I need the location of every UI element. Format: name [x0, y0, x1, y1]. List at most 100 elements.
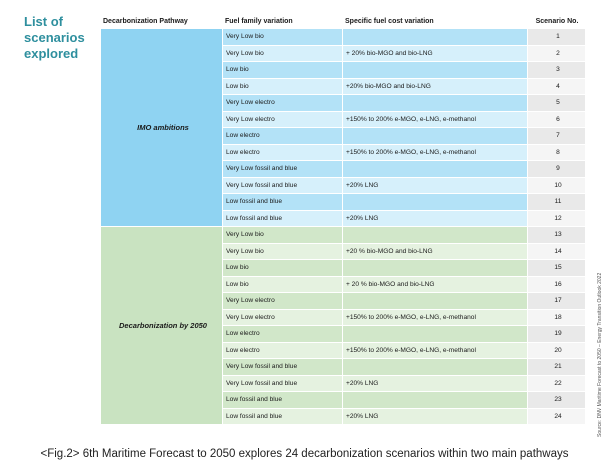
scenario-number-cell: 2: [528, 45, 586, 62]
scenario-number-cell: 22: [528, 375, 586, 392]
scenario-number-cell: 10: [528, 177, 586, 194]
pathway-cell: Decarbonization by 2050: [101, 227, 223, 425]
cost-cell: +150% to 200% e-MGO, e-LNG, e-methanol: [343, 342, 528, 359]
cost-cell: [343, 194, 528, 211]
table-row: Very Low electro 17: [101, 293, 586, 310]
table-row: Very Low fossil and blue +20% LNG 10: [101, 177, 586, 194]
fuel-cell: Very Low bio: [223, 227, 343, 244]
cost-cell: [343, 260, 528, 277]
scenario-number-cell: 9: [528, 161, 586, 178]
cost-cell: +150% to 200% e-MGO, e-LNG, e-methanol: [343, 111, 528, 128]
cost-cell: +20% LNG: [343, 210, 528, 227]
scenario-number-cell: 16: [528, 276, 586, 293]
cost-cell: [343, 29, 528, 46]
fuel-cell: Low fossil and blue: [223, 194, 343, 211]
scenario-number-cell: 3: [528, 62, 586, 79]
scenario-number-cell: 12: [528, 210, 586, 227]
scenario-number-cell: 15: [528, 260, 586, 277]
fuel-cell: Low bio: [223, 62, 343, 79]
table-row: Very Low bio + 20% bio-MGO and bio-LNG 2: [101, 45, 586, 62]
table-row: Low bio + 20 % bio-MGO and bio-LNG 16: [101, 276, 586, 293]
fuel-cell: Low bio: [223, 276, 343, 293]
cost-cell: [343, 392, 528, 409]
table-row: Low electro +150% to 200% e-MGO, e-LNG, e…: [101, 144, 586, 161]
header-scenario-no: Scenario No.: [535, 17, 579, 25]
table-row: Low electro 19: [101, 326, 586, 343]
table-row: Low bio 15: [101, 260, 586, 277]
fuel-cell: Low fossil and blue: [223, 408, 343, 425]
scenario-number-cell: 5: [528, 95, 586, 112]
scenario-number-cell: 1: [528, 29, 586, 46]
table-row: Low electro +150% to 200% e-MGO, e-LNG, e…: [101, 342, 586, 359]
cost-cell: +20% LNG: [343, 177, 528, 194]
scenario-number-cell: 23: [528, 392, 586, 409]
fuel-cell: Low electro: [223, 128, 343, 145]
fuel-cell: Low fossil and blue: [223, 210, 343, 227]
scenario-number-cell: 19: [528, 326, 586, 343]
table-row: Low fossil and blue +20% LNG 12: [101, 210, 586, 227]
scenario-number-cell: 13: [528, 227, 586, 244]
cost-cell: +20% bio-MGO and bio-LNG: [343, 78, 528, 95]
cost-cell: [343, 128, 528, 145]
cost-cell: [343, 326, 528, 343]
table-row: IMO ambitions Very Low bio 1: [101, 29, 586, 227]
side-title-line-1: List of: [24, 14, 63, 29]
header-fuel: Fuel family variation: [225, 17, 293, 25]
fuel-cell: Very Low electro: [223, 111, 343, 128]
cost-cell: [343, 359, 528, 376]
table-body: IMO ambitions Very Low bio 1 Very Low bio + …: [101, 29, 586, 425]
scenario-number-cell: 17: [528, 293, 586, 310]
table-row: Low fossil and blue +20% LNG 24: [101, 408, 586, 425]
side-title-line-3: explored: [24, 46, 79, 61]
scenario-number-cell: 7: [528, 128, 586, 145]
table-row: Low bio +20% bio-MGO and bio-LNG 4: [101, 78, 586, 95]
fuel-cell: Very Low electro: [223, 309, 343, 326]
fuel-cell: Low electro: [223, 342, 343, 359]
fuel-cell: Very Low bio: [223, 243, 343, 260]
cost-cell: +150% to 200% e-MGO, e-LNG, e-methanol: [343, 309, 528, 326]
fuel-cell: Low fossil and blue: [223, 392, 343, 409]
source-note: Source: DNV Maritime Forecast to 2050 – …: [597, 272, 603, 437]
fuel-cell: Very Low bio: [223, 29, 343, 46]
figure-caption: <Fig.2> 6th Maritime Forecast to 2050 ex…: [40, 448, 569, 460]
fuel-cell: Low electro: [223, 144, 343, 161]
fuel-cell: Low bio: [223, 260, 343, 277]
fuel-cell: Very Low fossil and blue: [223, 177, 343, 194]
table-row: Low fossil and blue 23: [101, 392, 586, 409]
side-title: List of scenarios explored: [24, 14, 104, 62]
cost-cell: [343, 161, 528, 178]
cost-cell: +20 % bio-MGO and bio-LNG: [343, 243, 528, 260]
cost-cell: [343, 62, 528, 79]
fuel-cell: Very Low fossil and blue: [223, 359, 343, 376]
fuel-cell: Very Low bio: [223, 45, 343, 62]
cost-cell: [343, 95, 528, 112]
cost-cell: + 20% bio-MGO and bio-LNG: [343, 45, 528, 62]
fuel-cell: Very Low fossil and blue: [223, 375, 343, 392]
scenario-number-cell: 11: [528, 194, 586, 211]
table-row: Low bio 3: [101, 62, 586, 79]
table-row: Very Low fossil and blue 9: [101, 161, 586, 178]
table-row: Very Low electro +150% to 200% e-MGO, e-L…: [101, 111, 586, 128]
scenario-number-cell: 4: [528, 78, 586, 95]
table-row: Very Low electro +150% to 200% e-MGO, e-L…: [101, 309, 586, 326]
cost-cell: +20% LNG: [343, 408, 528, 425]
scenario-number-cell: 18: [528, 309, 586, 326]
scenario-number-cell: 20: [528, 342, 586, 359]
table-row: Decarbonization by 2050 Very Low bio 13: [101, 227, 586, 425]
table-row: Low fossil and blue 11: [101, 194, 586, 211]
fuel-cell: Low electro: [223, 326, 343, 343]
cost-cell: + 20 % bio-MGO and bio-LNG: [343, 276, 528, 293]
fuel-cell: Very Low electro: [223, 95, 343, 112]
cost-cell: +150% to 200% e-MGO, e-LNG, e-methanol: [343, 144, 528, 161]
scenario-number-cell: 8: [528, 144, 586, 161]
header-cost: Specific fuel cost variation: [345, 17, 434, 25]
table-row: Low electro 7: [101, 128, 586, 145]
side-title-line-2: scenarios: [24, 30, 85, 45]
table-row: Very Low electro 5: [101, 95, 586, 112]
cost-cell: [343, 293, 528, 310]
cost-cell: [343, 227, 528, 244]
header-row: Decarbonization Pathway Fuel family vari…: [101, 13, 586, 29]
table-row: Very Low fossil and blue 21: [101, 359, 586, 376]
scenario-number-cell: 14: [528, 243, 586, 260]
fuel-cell: Low bio: [223, 78, 343, 95]
